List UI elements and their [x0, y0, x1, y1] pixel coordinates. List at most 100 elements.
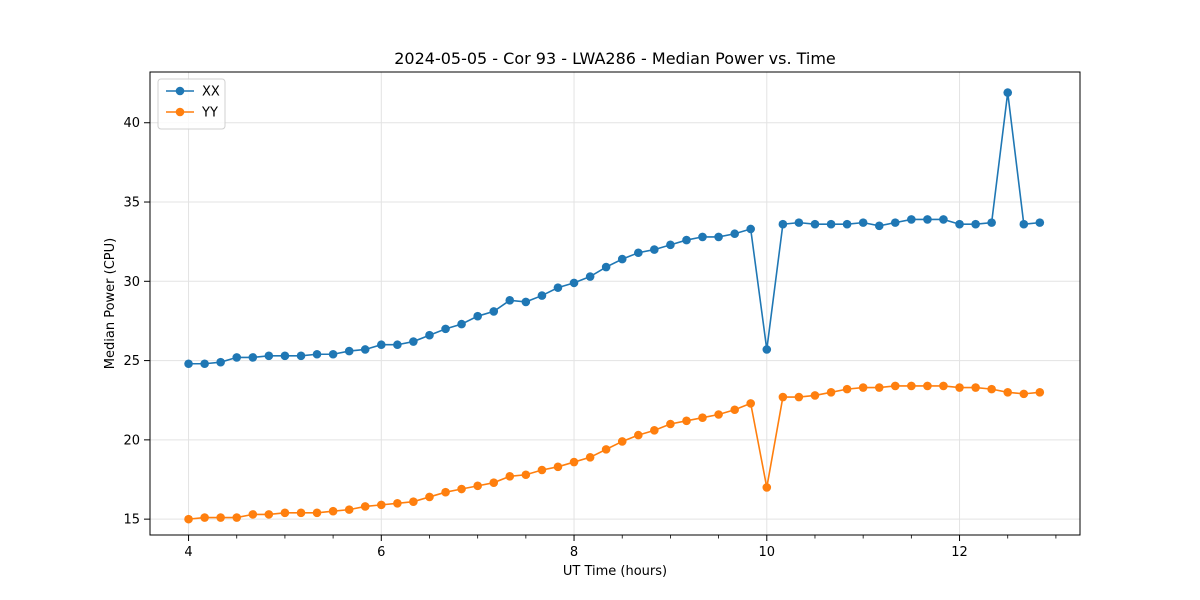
data-point: [907, 381, 916, 391]
series-yy: [184, 381, 1045, 524]
data-point: [200, 513, 209, 522]
data-point: [425, 330, 434, 340]
grid-layer: [150, 72, 1080, 535]
data-point: [698, 232, 707, 242]
data-point: [634, 430, 643, 440]
data-point: [666, 240, 675, 250]
y-tick-label: 40: [123, 116, 140, 131]
data-point: [826, 219, 836, 229]
data-point: [714, 410, 723, 419]
data-point: [505, 472, 515, 481]
data-point: [778, 219, 788, 229]
data-point: [505, 296, 515, 305]
data-point: [858, 218, 868, 227]
data-point: [810, 391, 820, 400]
data-point: [1019, 219, 1029, 229]
data-point: [200, 359, 209, 369]
data-point: [264, 351, 274, 361]
data-point: [521, 470, 531, 480]
data-point: [441, 487, 450, 497]
legend-item-xx: XX: [166, 85, 220, 100]
x-tick-label: 10: [759, 545, 776, 560]
x-axis-label: UT Time (hours): [563, 564, 667, 579]
data-point: [473, 311, 482, 321]
data-point: [794, 218, 804, 227]
data-point: [409, 337, 418, 346]
data-point: [441, 324, 450, 334]
data-point: [634, 248, 643, 258]
data-point: [553, 283, 563, 292]
data-point: [393, 498, 402, 508]
data-point: [907, 215, 916, 224]
data-point: [328, 506, 338, 516]
data-point: [778, 392, 788, 402]
tick-layer: 4 6 8 10 12 15 20 25 30 35 40: [123, 116, 1057, 560]
y-tick-label: 35: [123, 196, 140, 211]
data-point: [810, 219, 820, 229]
data-point: [666, 419, 675, 429]
data-point: [955, 383, 964, 392]
data-point: [296, 351, 306, 361]
data-point: [730, 229, 739, 239]
data-point: [232, 353, 242, 362]
data-point: [248, 510, 258, 519]
data-point: [939, 381, 948, 391]
data-point: [312, 349, 322, 359]
data-point: [714, 232, 723, 242]
data-point: [521, 297, 531, 307]
data-point: [216, 357, 225, 367]
y-axis-label: Median Power (CPU): [103, 238, 118, 369]
plot-frame: [149, 71, 1081, 536]
data-point: [360, 502, 370, 511]
data-point: [344, 346, 354, 356]
data-point: [296, 508, 306, 518]
data-point: [489, 478, 499, 487]
data-point: [537, 291, 547, 300]
data-point: [890, 218, 900, 227]
data-point: [585, 272, 595, 281]
legend: XX YY: [157, 78, 226, 130]
data-point: [971, 383, 980, 392]
x-tick-label: 4: [184, 545, 192, 560]
data-point: [232, 513, 242, 522]
data-point: [377, 340, 386, 350]
data-point: [650, 426, 659, 435]
legend-label: XX: [202, 85, 220, 100]
x-tick-label: 12: [951, 545, 968, 560]
data-point: [682, 416, 691, 426]
data-point: [360, 345, 370, 354]
data-point: [955, 219, 964, 229]
data-point: [328, 349, 338, 359]
data-point: [794, 392, 804, 402]
data-point: [489, 307, 499, 316]
data-point: [987, 218, 996, 227]
data-point: [1003, 88, 1013, 97]
data-point: [1019, 389, 1029, 399]
data-point: [874, 383, 884, 392]
data-point: [617, 254, 627, 264]
x-tick-label: 8: [570, 545, 578, 560]
data-point: [842, 384, 852, 394]
data-point: [473, 481, 482, 491]
series-xx: [184, 88, 1045, 369]
data-point: [264, 510, 274, 519]
data-point: [280, 351, 290, 361]
data-point: [762, 345, 772, 354]
data-point: [569, 278, 579, 288]
y-tick-label: 25: [123, 354, 140, 369]
data-point: [923, 215, 932, 224]
data-point: [184, 514, 193, 524]
data-point: [377, 500, 386, 510]
data-point: [746, 399, 755, 408]
data-point: [1003, 387, 1013, 397]
data-point: [746, 224, 755, 234]
data-point: [312, 508, 322, 518]
data-point: [601, 445, 611, 454]
data-point: [858, 383, 868, 392]
data-point: [457, 484, 466, 494]
data-point: [537, 465, 547, 475]
data-point: [730, 405, 739, 415]
data-point: [890, 381, 900, 391]
data-point: [216, 513, 225, 522]
data-point: [971, 219, 980, 229]
